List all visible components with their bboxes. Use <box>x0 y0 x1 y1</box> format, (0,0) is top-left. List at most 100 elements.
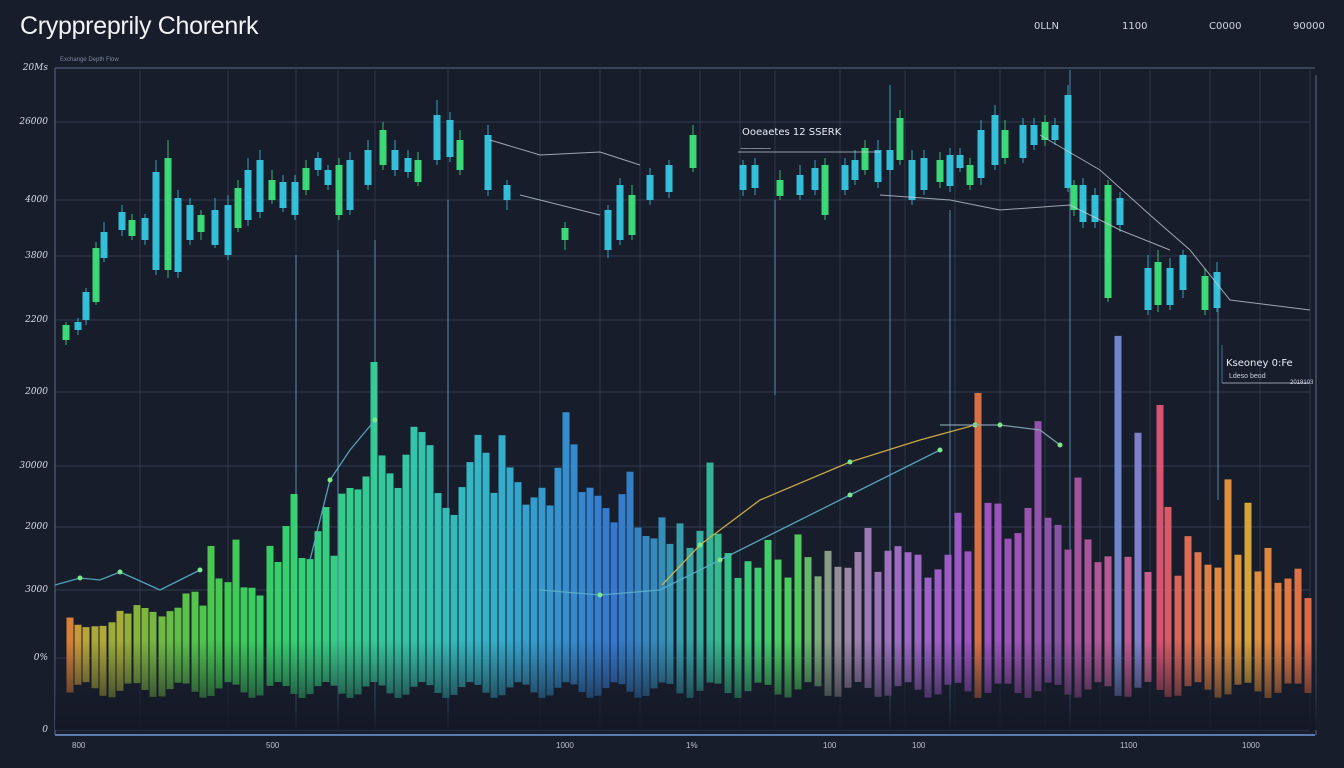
volume-bar <box>658 517 666 683</box>
volume-bar <box>1144 572 1152 683</box>
candle <box>1064 95 1072 188</box>
volume-bar <box>1214 567 1222 698</box>
candle <box>234 188 242 228</box>
candle <box>776 180 784 196</box>
price-axis-tick: 2200 <box>25 315 48 325</box>
candle <box>1213 272 1221 308</box>
candle <box>665 165 673 192</box>
candle <box>896 118 904 160</box>
volume-bar <box>764 539 772 685</box>
volume-bar <box>714 533 722 684</box>
volume-bar <box>610 522 618 683</box>
volume-bar <box>474 434 482 685</box>
candlestick-series <box>62 85 1221 345</box>
price-axis-tick: 20Ms <box>22 63 48 73</box>
volume-bar <box>784 577 792 698</box>
x-axis-tick: 500 <box>266 741 280 750</box>
candle <box>291 182 299 215</box>
volume-bar <box>330 555 338 686</box>
volume-bar <box>1084 539 1092 690</box>
volume-bar <box>514 482 522 683</box>
candle <box>164 158 172 270</box>
candle <box>966 165 974 185</box>
volume-bar <box>290 493 298 694</box>
volume-bar <box>1274 582 1282 693</box>
candle <box>1179 255 1187 290</box>
volume-bar <box>378 455 386 686</box>
candle <box>689 135 697 168</box>
volume-bar <box>362 476 370 687</box>
volume-bar <box>676 523 684 694</box>
trend-lines <box>489 134 1311 384</box>
volume-bar <box>466 462 474 683</box>
volume-bar <box>874 571 882 697</box>
volume-bar <box>626 471 634 692</box>
volume-bar <box>642 535 650 696</box>
candle <box>861 148 869 170</box>
candle <box>821 165 829 215</box>
candle <box>335 165 343 215</box>
volume-bar <box>854 552 862 683</box>
volume-bar <box>1094 562 1102 683</box>
candle <box>920 158 928 190</box>
volume-bar <box>546 505 554 696</box>
candle <box>628 195 636 235</box>
volume-bar <box>974 392 982 698</box>
volume-bar <box>1264 547 1272 698</box>
volume-bar <box>426 445 434 686</box>
candle <box>1030 125 1038 145</box>
volume-axis-tick: 0 <box>42 725 48 735</box>
candle <box>1079 185 1087 222</box>
candle <box>946 155 954 186</box>
volume-axis-tick: 3000 <box>25 585 48 595</box>
volume-bar <box>538 487 546 698</box>
candle <box>811 168 819 190</box>
candle <box>456 140 464 170</box>
volume-bar <box>410 426 418 687</box>
volume-bar <box>1024 507 1032 698</box>
x-axis-tick: 800 <box>72 741 86 750</box>
volume-bar <box>1244 502 1252 683</box>
candle <box>174 198 182 272</box>
candle <box>646 175 654 200</box>
candle <box>391 150 399 170</box>
volume-bar <box>904 552 912 683</box>
candle <box>1001 130 1009 158</box>
volume-bar <box>240 587 248 693</box>
volume-bar <box>1184 536 1192 687</box>
volume-bar <box>618 494 626 685</box>
volume-bar <box>1124 556 1132 697</box>
volume-bar <box>282 526 290 687</box>
candle <box>851 160 859 180</box>
volume-bar <box>602 508 610 689</box>
top-annotation-sub: ................................ <box>740 144 771 151</box>
volume-bar <box>418 432 426 683</box>
candle <box>484 135 492 190</box>
price-axis-tick: 4000 <box>25 195 48 205</box>
volume-bar <box>1234 554 1242 685</box>
volume-bar <box>1014 533 1022 694</box>
volume-bar <box>914 554 922 690</box>
x-axis-tick: 1000 <box>1242 741 1260 750</box>
candle <box>1091 195 1099 222</box>
volume-bar <box>774 559 782 695</box>
volume-bar <box>1174 575 1182 696</box>
volume-bar <box>744 561 752 692</box>
candle <box>186 205 194 240</box>
volume-bar <box>1034 421 1042 692</box>
volume-bar <box>994 503 1002 684</box>
volume-axis-tick: 30000 <box>19 461 48 471</box>
top-stat-2: 1100 <box>1122 21 1148 32</box>
volume-bar <box>207 545 215 696</box>
volume-overlay-lines <box>54 417 1063 598</box>
candle <box>841 165 849 190</box>
candle <box>561 228 569 240</box>
volume-bar <box>1004 538 1012 684</box>
volume-bar <box>346 487 354 698</box>
volume-bar <box>834 566 842 697</box>
volume-bar <box>1284 578 1292 684</box>
candle <box>62 325 70 340</box>
x-axis-tick: 100 <box>823 741 837 750</box>
volume-bar <box>984 502 992 693</box>
